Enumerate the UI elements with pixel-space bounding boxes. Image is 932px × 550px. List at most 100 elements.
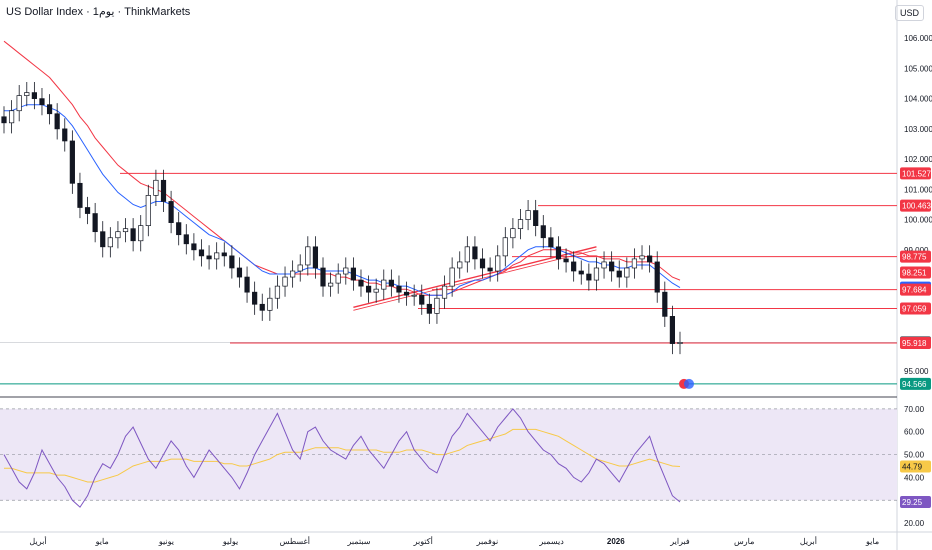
candle [350, 267, 356, 281]
candle [419, 294, 425, 305]
price-tag [900, 302, 931, 315]
candle [84, 207, 91, 214]
candle [563, 258, 569, 263]
candle [540, 225, 546, 239]
candle [609, 261, 615, 272]
candle [487, 267, 493, 272]
x-tick-label: 2026 [607, 537, 625, 546]
y-tick-label: 95.000 [904, 367, 929, 376]
x-tick-label: يونيو [158, 537, 174, 546]
rsi-tag [900, 460, 931, 473]
rsi-y-tick-label: 60.00 [904, 428, 925, 437]
candle [138, 225, 144, 242]
x-tick-label: يوليو [222, 537, 238, 546]
candle [16, 95, 22, 112]
x-tick-label: سبتمبر [347, 537, 371, 546]
candle [229, 255, 235, 269]
candle [290, 270, 296, 278]
candle [426, 303, 432, 314]
y-tick-label: 100.000 [904, 216, 932, 225]
candle [464, 246, 470, 263]
candle [69, 140, 75, 184]
candle [77, 182, 83, 208]
candle [502, 237, 508, 257]
candle [176, 222, 182, 236]
candle [343, 267, 349, 275]
candle [62, 128, 68, 142]
y-tick-label: 102.000 [904, 155, 932, 164]
currency-button[interactable]: USD [894, 5, 924, 21]
candle [525, 210, 531, 220]
chart-title: US Dollar Index · 1يوم · ThinkMarkets [6, 6, 191, 18]
candle [555, 246, 562, 260]
candle [373, 288, 379, 293]
candle [365, 285, 372, 293]
candle [206, 255, 212, 260]
price-tag [900, 266, 931, 279]
x-tick-label: أبريل [29, 535, 46, 546]
candle [168, 201, 174, 223]
price-tag-label: 100.463 [902, 202, 931, 211]
candle [601, 261, 607, 269]
rsi-ma-line [4, 428, 681, 483]
candle [533, 210, 539, 226]
price-tag-label: 98.775 [902, 253, 927, 262]
candle [472, 246, 478, 260]
y-tick-label: 105.000 [904, 64, 932, 73]
price-tag [900, 167, 931, 180]
candle [403, 291, 410, 296]
candle [662, 291, 668, 317]
candle [396, 285, 402, 293]
rsi-y-tick-label: 40.00 [904, 473, 925, 482]
candle [122, 228, 129, 233]
y-tick-label: 103.000 [904, 125, 932, 134]
candle [381, 279, 387, 290]
price-tag [900, 377, 931, 390]
candle [449, 267, 455, 287]
price-tag-label: 94.566 [902, 380, 927, 389]
rsi-y-tick-label: 50.00 [904, 451, 925, 460]
price-tag-label: 95.918 [902, 339, 927, 348]
candle [479, 258, 486, 269]
candle [259, 303, 265, 311]
candle [631, 258, 638, 269]
candle [274, 285, 281, 299]
rsi-tag-label: 44.79 [902, 462, 923, 471]
candle [54, 113, 60, 130]
candle [305, 246, 311, 266]
price-tag [900, 337, 931, 350]
candle [244, 276, 250, 293]
candle [388, 279, 394, 287]
rsi-line [3, 408, 681, 508]
x-tick-label: مايو [865, 537, 879, 546]
candle [183, 234, 189, 245]
candle [578, 270, 584, 275]
candle [31, 92, 37, 99]
candle [214, 252, 220, 260]
candle [100, 231, 106, 248]
candle [198, 249, 205, 257]
price-tag [900, 283, 931, 296]
candle [495, 255, 501, 272]
candle [571, 261, 577, 272]
rsi-y-tick-label: 20.00 [904, 519, 925, 528]
candle [639, 255, 645, 260]
ema-fast-line [4, 104, 681, 296]
candle [24, 92, 30, 96]
candle [39, 98, 45, 106]
candle [191, 243, 197, 251]
y-tick-label: 106.000 [904, 34, 932, 43]
candle [130, 228, 136, 242]
candle [586, 273, 592, 281]
candle [647, 255, 653, 263]
rsi-tag [900, 496, 931, 508]
candle [153, 179, 159, 196]
candle [434, 297, 440, 314]
price-tag-label: 97.684 [902, 286, 927, 295]
candle [358, 279, 364, 287]
candle [517, 219, 524, 230]
candle [411, 294, 417, 297]
x-tick-label: أبريل [800, 535, 817, 546]
candle [457, 261, 463, 269]
